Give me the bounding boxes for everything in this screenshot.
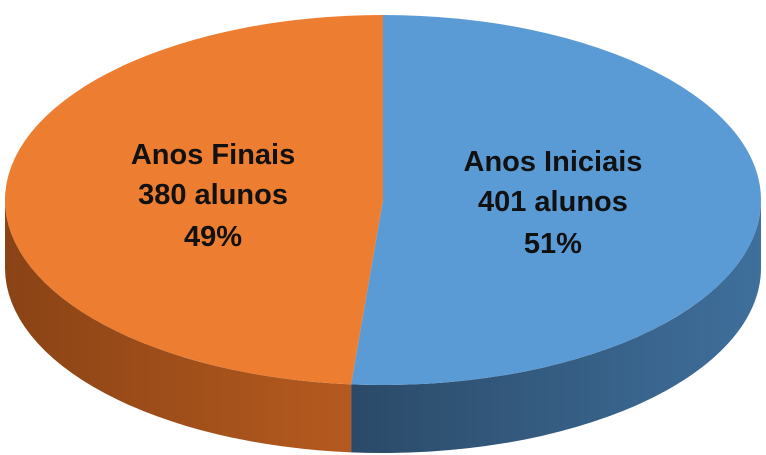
slice-category: Anos Finais [131, 139, 295, 171]
slice-percent-label: 49% [184, 221, 242, 253]
slice-percent-label: 51% [524, 228, 582, 260]
slice-category: Anos Iniciais [464, 146, 643, 178]
slice-value-label: 401 alunos [478, 186, 628, 218]
slice-value-label: 380 alunos [138, 179, 288, 211]
pie-side [351, 200, 761, 453]
pie-slice [4, 15, 383, 385]
pie-side [4, 200, 352, 453]
pie-slice [351, 15, 761, 385]
